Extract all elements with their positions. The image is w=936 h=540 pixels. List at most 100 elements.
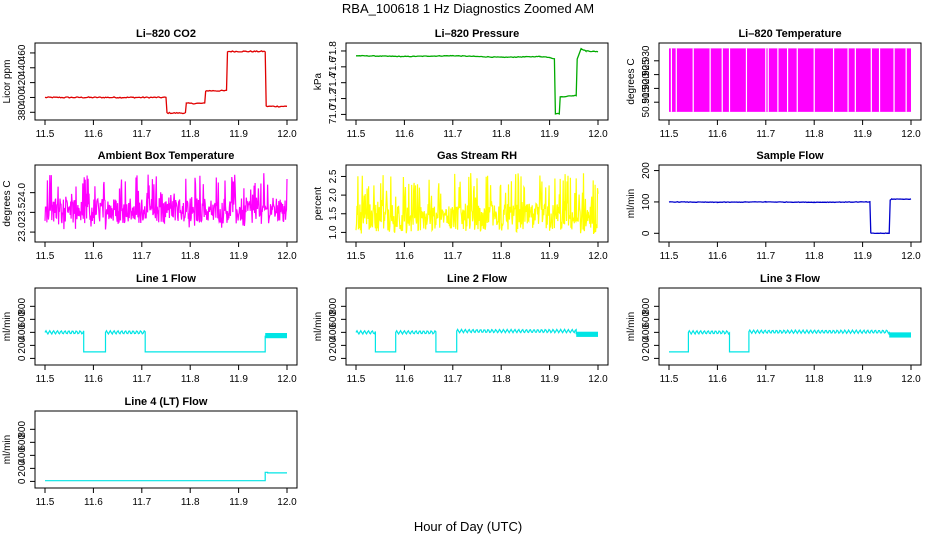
x-tick-label: 11.7 [132,497,151,508]
y-axis-label: percent [313,187,324,221]
x-tick-label: 12.0 [588,374,608,385]
y-tick-label: 100 [641,193,652,210]
data-layer [355,328,598,353]
page-title: RBA_100618 1 Hz Diagnostics Zoomed AM [342,1,594,16]
x-tick-label: 11.5 [347,251,366,262]
x-tick-label: 11.5 [347,129,366,140]
x-tick-label: 11.7 [132,251,151,262]
plot-frame [345,287,609,366]
y-axis-label: ml/min [626,312,637,341]
x-tick-label: 12.0 [277,497,297,508]
x-tick-label: 11.7 [132,374,151,385]
data-layer [669,328,911,353]
y-axis-label: kPa [313,72,324,90]
x-tick-label: 11.7 [756,251,775,262]
x-tick-label: 11.7 [756,129,775,140]
x-tick-label: 11.8 [181,374,200,385]
y-tick-label: 23.5 [17,202,28,222]
series-line [45,471,287,482]
x-tick-label: 11.9 [229,374,248,385]
y-tick-label: 600 [17,434,28,451]
panel-4: Ambient Box Temperature degrees C 11.5 11.6… [2,150,298,262]
panel-6: Sample Flow ml/min 11.5 11.6 11.7 11.8 11.9 12.… [626,150,922,262]
y-tick-label: 71.4 [328,73,339,93]
y-tick-label: 50.925 [641,59,652,90]
y-tick-label: 0 [328,355,339,361]
y-tick-label: 200 [328,337,339,354]
series-line [355,328,577,353]
x-tick-label: 11.9 [853,374,872,385]
x-tick-label: 11.6 [84,251,103,262]
panel-10: Line 4 (LT) Flow ml/min 11.5 11.6 11.7 11.8 11… [2,396,298,508]
x-tick-label: 11.6 [708,129,727,140]
y-tick-label: 0 [641,230,652,236]
panel-3: Li–820 Temperature degrees C 11.5 11.6 11.7 1… [626,28,922,140]
x-tick-label: 11.8 [492,129,511,140]
y-tick-label: 800 [328,298,339,315]
x-tick-label: 11.6 [84,497,103,508]
x-tick-label: 11.5 [660,129,679,140]
panel-title: Ambient Box Temperature [98,150,235,162]
panel-title: Line 3 Flow [760,273,820,285]
data-layer [44,50,288,115]
y-tick-label: 0 [641,355,652,361]
y-axis-label: ml/min [2,435,13,464]
y-tick-label: 50.930 [641,45,652,76]
plot-frame [34,164,298,243]
x-tick-label: 11.6 [395,251,414,262]
plot-frame [658,287,922,366]
series-dense-band [265,333,287,339]
y-axis-label: Licor ppm [2,60,13,104]
y-tick-label: 420 [17,74,28,91]
y-tick-label: 0 [17,355,28,361]
panel-9: Line 3 Flow ml/min 11.5 11.6 11.7 11.8 11.9 12.… [626,273,922,385]
y-tick-label: 1.0 [328,225,339,239]
y-tick-label: 400 [17,324,28,341]
x-tick-label: 11.6 [395,129,414,140]
y-tick-label: 200 [641,162,652,179]
x-tick-label: 11.9 [853,129,872,140]
y-tick-label: 0 [17,478,28,484]
x-tick-label: 11.8 [805,374,824,385]
y-axis-label: ml/min [626,189,637,218]
panel-title: Line 2 Flow [447,273,507,285]
x-tick-label: 11.8 [181,129,200,140]
series-line [355,173,599,235]
y-tick-label: 2.0 [328,188,339,202]
series-dense-band [576,331,598,337]
x-tick-label: 12.0 [588,251,608,262]
data-layer [45,471,287,482]
x-tick-label: 11.8 [805,129,824,140]
x-tick-label: 11.5 [347,374,366,385]
plot-frame [345,42,609,121]
x-tick-label: 12.0 [277,129,297,140]
data-layer [44,329,287,353]
x-tick-label: 11.8 [181,251,200,262]
x-tick-label: 11.9 [540,374,559,385]
x-tick-label: 11.5 [660,251,679,262]
panel-title: Sample Flow [756,150,824,162]
y-tick-label: 2.5 [328,169,339,183]
x-tick-label: 12.0 [277,251,297,262]
plot-frame [658,42,922,121]
x-tick-label: 11.9 [229,129,248,140]
y-tick-label: 1.5 [328,206,339,220]
y-tick-label: 800 [641,298,652,315]
panel-7: Line 1 Flow ml/min 11.5 11.6 11.7 11.8 11.9 12.… [2,273,298,385]
y-tick-label: 400 [641,324,652,341]
y-axis-label: ml/min [313,312,324,341]
y-tick-label: 600 [17,311,28,328]
x-tick-label: 11.6 [84,374,103,385]
x-tick-label: 12.0 [277,374,297,385]
y-tick-label: 50.920 [641,73,652,104]
x-tick-label: 11.6 [708,251,727,262]
x-tick-label: 11.9 [540,129,559,140]
x-tick-label: 11.9 [229,497,248,508]
x-tick-label: 12.0 [901,251,921,262]
series-line [44,329,266,353]
y-tick-label: 71.8 [328,41,339,61]
x-tick-label: 11.8 [492,374,511,385]
x-tick-label: 12.0 [901,129,921,140]
y-tick-label: 400 [17,447,28,464]
data-layer [668,198,912,235]
